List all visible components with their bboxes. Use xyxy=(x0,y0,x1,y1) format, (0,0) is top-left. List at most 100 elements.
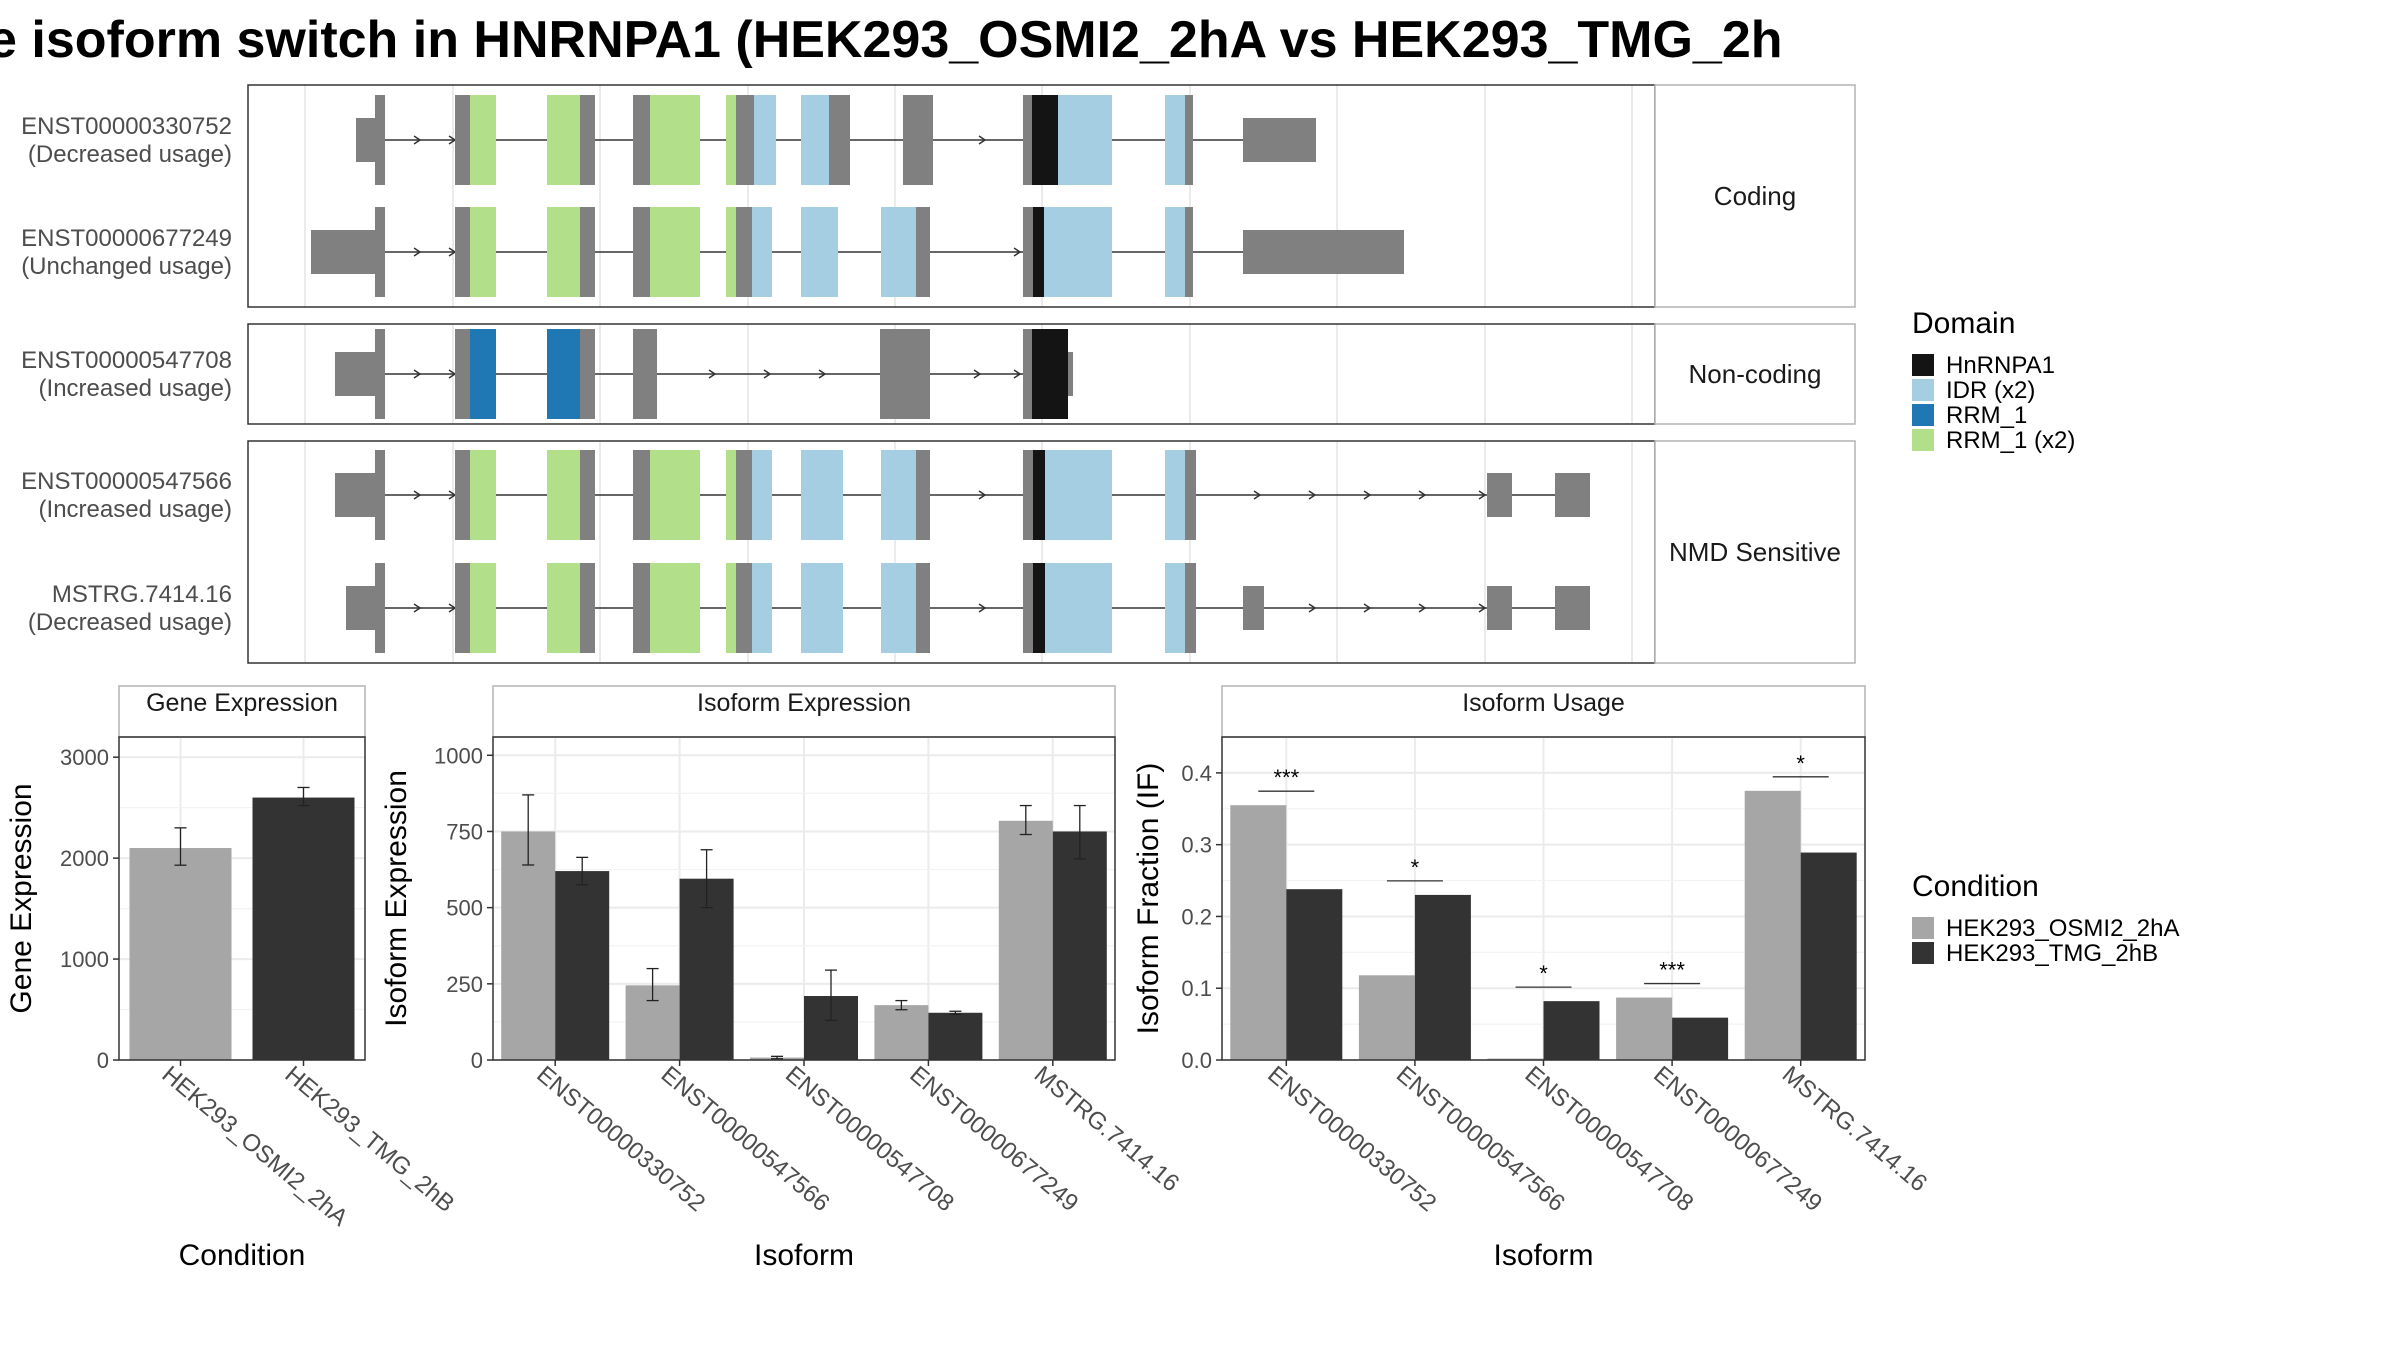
legend-item-label: RRM_1 xyxy=(1946,402,2027,429)
intron-arrow xyxy=(413,490,422,500)
x-axis-label: Condition xyxy=(179,1239,306,1272)
domain-rrm xyxy=(650,207,700,297)
exon xyxy=(580,563,595,653)
domain-hnrnpa1 xyxy=(1032,95,1058,185)
intron-arrow xyxy=(1253,490,1262,500)
y-tick-label: 0.0 xyxy=(1181,1048,1212,1073)
domain-idr xyxy=(881,207,916,297)
domain-rrm xyxy=(547,207,580,297)
exon xyxy=(356,118,375,162)
legend-swatch xyxy=(1912,942,1934,964)
intron-arrow xyxy=(1478,490,1487,500)
legend-title: Domain xyxy=(1912,307,2015,340)
y-tick-label: 0 xyxy=(471,1048,483,1073)
domain-idr xyxy=(1165,95,1185,185)
exon xyxy=(1023,563,1033,653)
domain-idr xyxy=(752,207,772,297)
significance-label: *** xyxy=(1273,765,1299,790)
domain-idr xyxy=(1058,95,1112,185)
significance-label: * xyxy=(1539,961,1548,986)
bar xyxy=(928,1012,983,1060)
exon xyxy=(829,95,850,185)
exon xyxy=(736,450,752,540)
y-axis-label: Isoform Expression xyxy=(380,770,413,1027)
intron-arrow xyxy=(1363,490,1372,500)
domain-idr xyxy=(801,450,843,540)
y-tick-label: 0 xyxy=(97,1048,109,1073)
domain-idr xyxy=(801,207,838,297)
exon xyxy=(1023,329,1032,419)
exon xyxy=(375,563,385,653)
domain-idr xyxy=(754,95,776,185)
y-tick-label: 0.1 xyxy=(1181,976,1212,1001)
legend-swatch xyxy=(1912,354,1934,376)
exon xyxy=(1487,586,1512,630)
domain-rrm xyxy=(547,329,580,419)
intron-arrow xyxy=(708,369,717,379)
significance-label: *** xyxy=(1659,958,1685,983)
facet-strip xyxy=(1654,323,1856,425)
bar xyxy=(501,831,556,1060)
bar xyxy=(555,871,610,1060)
domain-rrm xyxy=(547,563,580,653)
intron-arrow xyxy=(978,490,987,500)
bar xyxy=(1800,852,1857,1060)
intron-arrow xyxy=(818,369,827,379)
domain-idr xyxy=(801,95,829,185)
domain-idr xyxy=(752,450,772,540)
intron-arrow xyxy=(413,369,422,379)
exon xyxy=(880,329,930,419)
chart-strip xyxy=(492,685,1116,738)
intron-arrow xyxy=(1308,603,1317,613)
intron-arrow xyxy=(1363,603,1372,613)
y-axis-label: Gene Expression xyxy=(5,783,38,1013)
isoform-usage-label: (Increased usage) xyxy=(39,496,232,523)
exon xyxy=(580,95,595,185)
legend-item-label: HEK293_TMG_2hB xyxy=(1946,940,2158,967)
domain-rrm xyxy=(470,563,496,653)
bar xyxy=(1672,1017,1729,1060)
y-tick-label: 0.4 xyxy=(1181,761,1212,786)
domain-rrm xyxy=(650,450,700,540)
exon xyxy=(1185,563,1196,653)
bar xyxy=(1744,790,1801,1060)
exon xyxy=(916,563,930,653)
exon xyxy=(903,95,933,185)
intron-arrow xyxy=(1308,490,1317,500)
exon xyxy=(455,207,470,297)
intron-arrow xyxy=(978,603,987,613)
intron-arrow xyxy=(1418,490,1427,500)
exon xyxy=(375,207,385,297)
isoform-label: ENST00000547708 xyxy=(21,347,232,374)
chart-panel-border xyxy=(118,736,366,1061)
intron-arrow xyxy=(1013,247,1022,257)
exon xyxy=(1068,352,1073,396)
domain-rrm xyxy=(650,563,700,653)
isoform-label: MSTRG.7414.16 xyxy=(52,581,232,608)
isoform-label: ENST00000330752 xyxy=(21,113,232,140)
domain-rrm xyxy=(470,329,496,419)
legend-swatch xyxy=(1912,917,1934,939)
domain-rrm xyxy=(547,450,580,540)
exon xyxy=(346,586,375,630)
domain-hnrnpa1 xyxy=(1033,450,1045,540)
exon xyxy=(736,95,754,185)
exon xyxy=(633,95,650,185)
domain-idr xyxy=(1044,207,1112,297)
significance-label: * xyxy=(1796,751,1805,776)
intron-arrow xyxy=(413,247,422,257)
intron-arrow xyxy=(413,603,422,613)
intron-arrow xyxy=(413,135,422,145)
isoform-expression-chart: Isoform Expression02505007501000ENST0000… xyxy=(380,685,1184,1272)
x-axis-label: Isoform xyxy=(754,1239,854,1272)
bar xyxy=(1414,894,1471,1060)
exon xyxy=(916,450,930,540)
intron-arrow xyxy=(1418,603,1427,613)
chart-strip xyxy=(118,685,366,738)
exon xyxy=(1243,118,1316,162)
domain-hnrnpa1 xyxy=(1033,207,1044,297)
chart-panel-border xyxy=(492,736,1116,1061)
y-tick-label: 500 xyxy=(446,896,483,921)
bar xyxy=(252,797,355,1060)
